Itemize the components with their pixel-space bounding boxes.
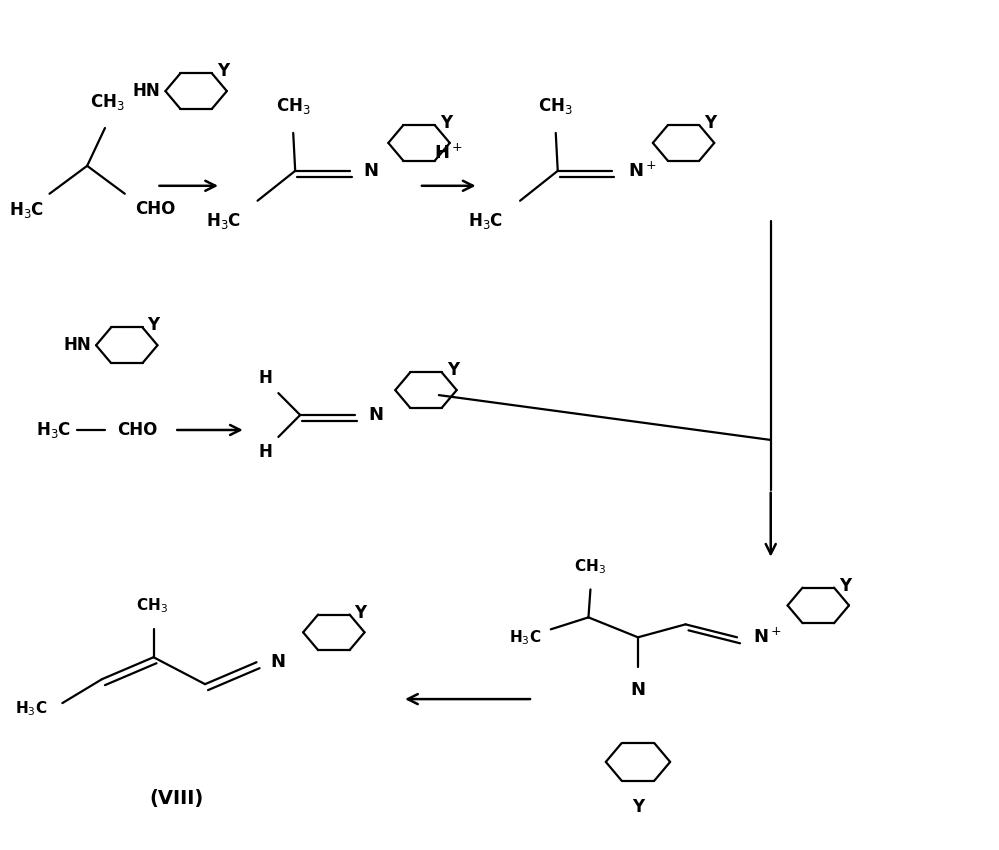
Text: N: N (364, 162, 379, 180)
Text: Y: Y (148, 316, 160, 335)
Text: N: N (630, 681, 645, 700)
Text: CH$_3$: CH$_3$ (276, 96, 311, 116)
Text: Y: Y (447, 361, 459, 379)
Text: H$_3$C: H$_3$C (9, 200, 45, 220)
Text: H: H (259, 369, 273, 387)
Text: H$_3$C: H$_3$C (508, 628, 540, 647)
Text: N: N (369, 406, 384, 424)
Text: H$_3$C: H$_3$C (206, 211, 241, 230)
Text: HN: HN (63, 337, 91, 354)
Text: H: H (259, 443, 273, 461)
Text: CHO: CHO (135, 200, 175, 218)
Text: H$_3$C: H$_3$C (36, 420, 71, 440)
Text: HN: HN (133, 82, 161, 100)
Text: Y: Y (355, 604, 367, 621)
Text: Y: Y (839, 576, 851, 595)
Text: H$_3$C: H$_3$C (15, 700, 48, 718)
Text: H$_3$C: H$_3$C (469, 211, 503, 230)
Text: CH$_3$: CH$_3$ (538, 96, 573, 116)
Text: N: N (271, 653, 286, 672)
Text: H$^+$: H$^+$ (435, 144, 464, 163)
Text: CH$_3$: CH$_3$ (136, 597, 168, 615)
Text: N$^+$: N$^+$ (628, 162, 657, 180)
Text: CH$_3$: CH$_3$ (574, 557, 606, 575)
Text: Y: Y (440, 114, 452, 132)
Text: N$^+$: N$^+$ (753, 627, 782, 647)
Text: Y: Y (632, 798, 644, 817)
Text: CHO: CHO (117, 421, 157, 439)
Text: CH$_3$: CH$_3$ (90, 92, 124, 112)
Text: Y: Y (217, 62, 229, 80)
Text: Y: Y (704, 114, 716, 132)
Text: (VIII): (VIII) (149, 790, 204, 808)
